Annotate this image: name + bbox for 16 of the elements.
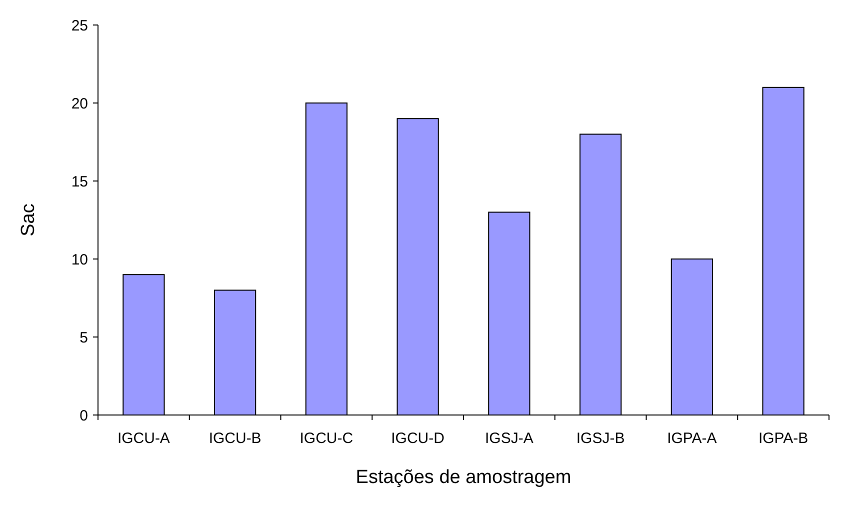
x-tick-label: IGCU-A <box>117 430 170 447</box>
x-axis-title: Estações de amostragem <box>356 467 572 488</box>
x-tick-label: IGCU-C <box>300 430 354 447</box>
y-tick-label: 5 <box>80 329 88 346</box>
y-tick-label: 15 <box>71 173 88 190</box>
y-tick-label: 25 <box>71 17 88 34</box>
x-tick-label: IGSJ-B <box>576 430 625 447</box>
y-tick-label: 0 <box>80 407 88 424</box>
y-axis-title: Sac <box>18 204 39 236</box>
x-tick-label: IGCU-D <box>391 430 445 447</box>
x-tick-label: IGCU-B <box>208 430 262 447</box>
y-tick-label: 10 <box>71 251 88 268</box>
y-tick-label: 20 <box>71 95 88 112</box>
x-tick-label: IGSJ-A <box>485 430 534 447</box>
x-tick-label: IGPA-A <box>667 430 717 447</box>
x-tick-label: IGPA-B <box>758 430 808 447</box>
